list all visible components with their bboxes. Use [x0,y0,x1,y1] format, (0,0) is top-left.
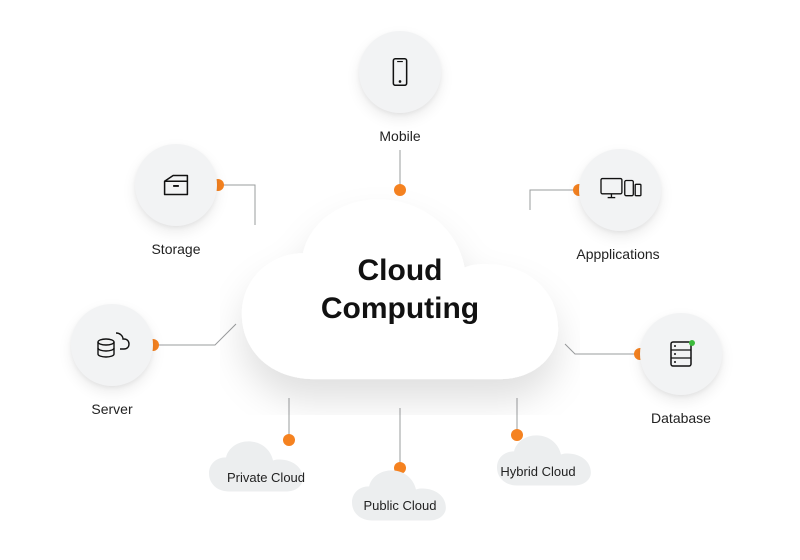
database-icon [661,334,701,374]
server-label: Server [42,401,182,417]
server-node [71,304,153,386]
applications-node [579,149,661,231]
applications-label: Appplications [548,246,688,262]
applications-icon [596,171,644,209]
storage-label: Storage [106,241,246,257]
server-icon [92,325,132,365]
database-label: Database [611,410,751,426]
mobile-icon [381,53,419,91]
storage-node [135,144,217,226]
diagram-stage: Cloud Computing Mobile Storage Appplicatio… [0,0,800,560]
center-title: Cloud Computing [280,252,520,327]
hybrid-cloud-label: Hybrid Cloud [478,464,598,479]
storage-icon [157,166,195,204]
mobile-label: Mobile [330,128,470,144]
center-title-line2: Computing [321,292,479,325]
mobile-node [359,31,441,113]
database-node [640,313,722,395]
public-cloud-label: Public Cloud [340,498,460,513]
private-cloud-label: Private Cloud [206,470,326,485]
center-title-line1: Cloud [358,254,443,287]
